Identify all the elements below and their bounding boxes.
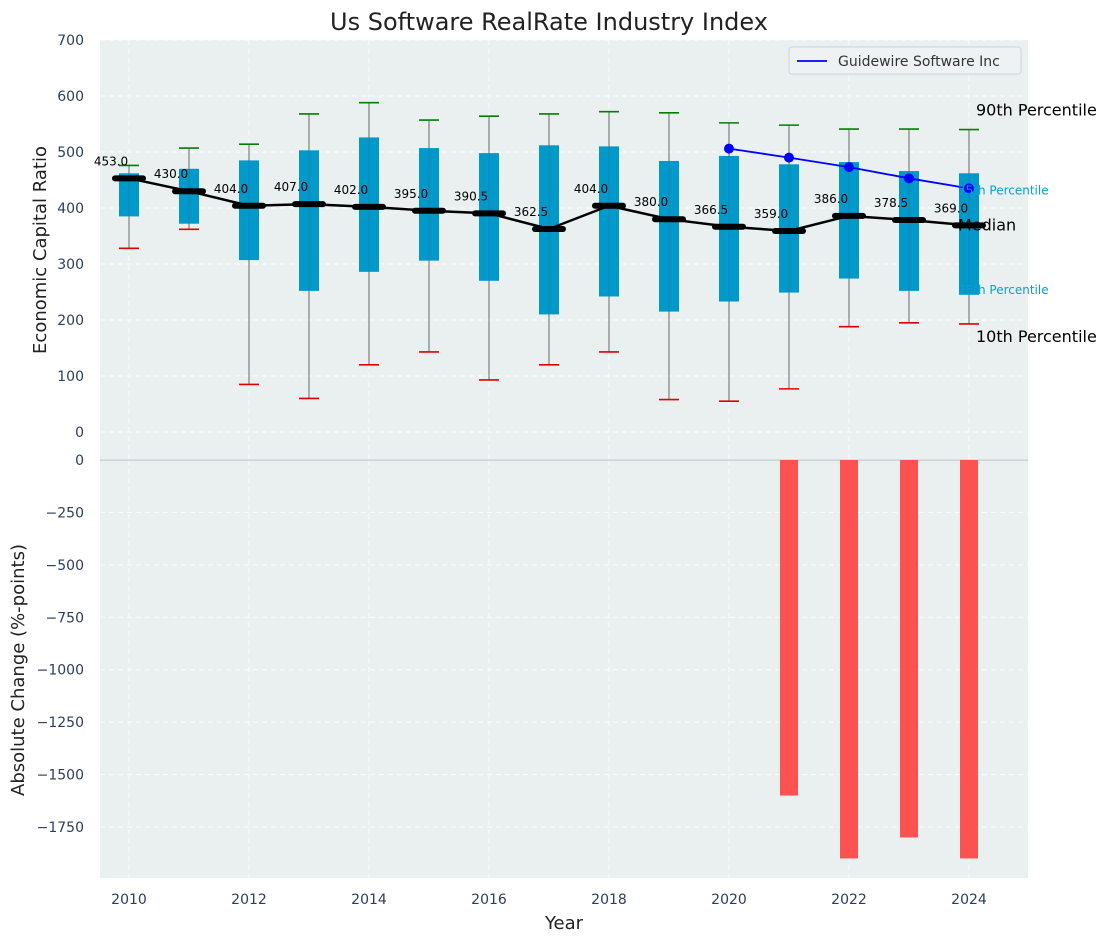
chart-title: Us Software RealRate Industry Index [330, 8, 768, 36]
x-tick-label: 2024 [951, 892, 987, 908]
top-y-tick-label: 400 [57, 201, 84, 217]
x-tick-label: 2020 [711, 892, 747, 908]
change-bar-2024 [960, 460, 978, 859]
bottom-y-tick-label: −250 [46, 505, 84, 521]
median-label: Median [958, 215, 1016, 234]
median-value-label: 366.5 [694, 203, 728, 217]
bottom-plot-background [100, 460, 1028, 878]
p75-label: 75th Percentile [958, 183, 1049, 197]
top-y-tick-label: 600 [57, 89, 84, 105]
top-y-tick-label: 300 [57, 257, 84, 273]
x-tick-label: 2012 [231, 892, 267, 908]
bottom-y-tick-label: −1000 [37, 663, 84, 679]
company-series-point [964, 183, 974, 194]
median-value-label: 390.5 [454, 189, 488, 203]
p25-label: 25th Percentile [958, 283, 1049, 297]
bottom-y-tick-label: −500 [46, 558, 84, 574]
change-bar-2022 [840, 460, 858, 859]
median-value-label: 386.0 [814, 192, 848, 206]
median-value-label: 362.5 [514, 205, 548, 219]
bottom-y-tick-label: −1500 [37, 768, 84, 784]
median-value-label: 369.0 [934, 201, 968, 215]
company-series-point [844, 162, 854, 173]
median-value-label: 407.0 [274, 180, 308, 194]
top-y-tick-label: 200 [57, 313, 84, 329]
company-series-point [724, 143, 734, 154]
top-y-tick-label: 0 [75, 425, 84, 441]
median-value-label: 453.0 [94, 154, 128, 168]
company-series-point [904, 173, 914, 184]
legend-entry-label: Guidewire Software Inc [838, 54, 1000, 70]
x-tick-label: 2022 [831, 892, 867, 908]
median-value-label: 404.0 [574, 182, 608, 196]
company-series-point [784, 152, 794, 163]
x-tick-label: 2016 [471, 892, 507, 908]
median-line [128, 177, 970, 233]
median-value-label: 402.0 [334, 183, 368, 197]
bottom-y-tick-label: −750 [46, 610, 84, 626]
x-tick-label: 2010 [111, 892, 147, 908]
top-y-axis-label: Economic Capital Ratio [30, 146, 51, 354]
top-y-tick-label: 700 [57, 33, 84, 49]
change-bar-2021 [780, 460, 798, 796]
bottom-y-tick-label: 0 [75, 453, 84, 469]
top-y-tick-label: 500 [57, 145, 84, 161]
legend: Guidewire Software Inc [788, 46, 1022, 75]
box-2019 [652, 112, 686, 401]
box-2022 [832, 128, 866, 328]
median-value-label: 395.0 [394, 187, 428, 201]
bottom-y-tick-label: −1250 [37, 715, 84, 731]
p90-label: 90th Percentile [976, 101, 1097, 120]
median-value-label: 430.0 [154, 167, 188, 181]
top-y-tick-label: 100 [57, 369, 84, 385]
median-value-label: 404.0 [214, 182, 248, 196]
legend-box [788, 46, 1022, 75]
p10-label: 10th Percentile [976, 327, 1097, 346]
x-axis-label: Year [544, 913, 584, 934]
change-bar-2023 [900, 460, 918, 838]
box-2011 [172, 147, 206, 231]
median-value-label: 359.0 [754, 207, 788, 221]
bottom-y-axis-label: Absolute Change (%-points) [8, 544, 29, 796]
median-value-label: 378.5 [874, 196, 908, 210]
x-tick-label: 2014 [351, 892, 387, 908]
bottom-y-tick-label: −1750 [37, 820, 84, 836]
x-tick-label: 2018 [591, 892, 627, 908]
box-2018 [592, 110, 626, 353]
median-value-label: 380.0 [634, 195, 668, 209]
